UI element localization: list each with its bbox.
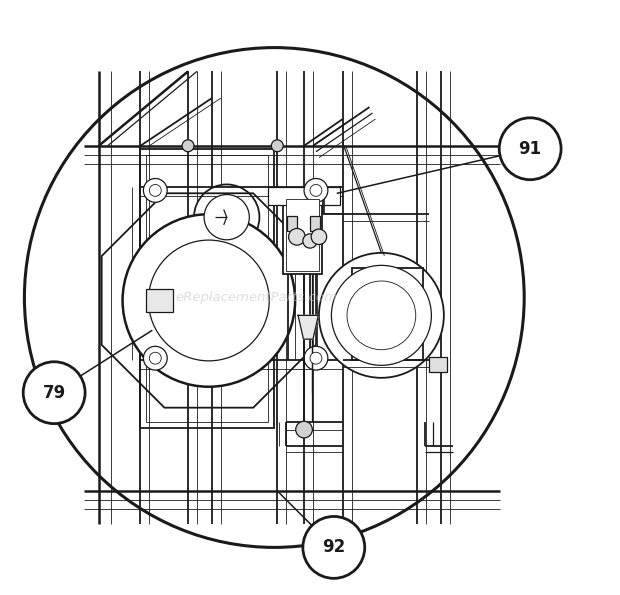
Circle shape bbox=[143, 178, 167, 202]
Bar bbox=[268, 187, 340, 205]
Text: eReplacementParts.com: eReplacementParts.com bbox=[175, 291, 337, 304]
Circle shape bbox=[304, 346, 328, 370]
Text: 79: 79 bbox=[43, 384, 66, 402]
Circle shape bbox=[23, 362, 85, 424]
Bar bbox=[283, 196, 322, 274]
Circle shape bbox=[272, 140, 283, 152]
Circle shape bbox=[182, 140, 194, 152]
Polygon shape bbox=[298, 315, 318, 339]
Bar bbox=[146, 289, 173, 312]
Circle shape bbox=[319, 253, 444, 378]
Circle shape bbox=[499, 118, 561, 180]
Circle shape bbox=[123, 214, 295, 387]
Circle shape bbox=[304, 178, 328, 202]
Circle shape bbox=[149, 184, 161, 196]
Circle shape bbox=[303, 516, 365, 578]
Circle shape bbox=[194, 184, 259, 250]
Text: 92: 92 bbox=[322, 538, 345, 556]
Circle shape bbox=[204, 195, 249, 240]
Circle shape bbox=[143, 346, 167, 370]
Circle shape bbox=[310, 184, 322, 196]
Bar bbox=[352, 268, 423, 360]
Bar bbox=[140, 149, 274, 428]
Bar bbox=[288, 216, 297, 231]
Circle shape bbox=[347, 281, 416, 350]
Circle shape bbox=[310, 352, 322, 364]
Bar bbox=[310, 216, 319, 231]
Circle shape bbox=[332, 265, 432, 365]
Text: 91: 91 bbox=[518, 140, 542, 158]
Bar bbox=[146, 155, 268, 422]
Circle shape bbox=[296, 421, 312, 438]
Circle shape bbox=[148, 240, 269, 361]
Circle shape bbox=[311, 229, 327, 245]
Circle shape bbox=[149, 352, 161, 364]
Circle shape bbox=[303, 234, 317, 248]
Bar bbox=[286, 199, 319, 271]
Circle shape bbox=[288, 228, 305, 245]
Bar bbox=[429, 357, 447, 372]
Circle shape bbox=[24, 48, 524, 547]
